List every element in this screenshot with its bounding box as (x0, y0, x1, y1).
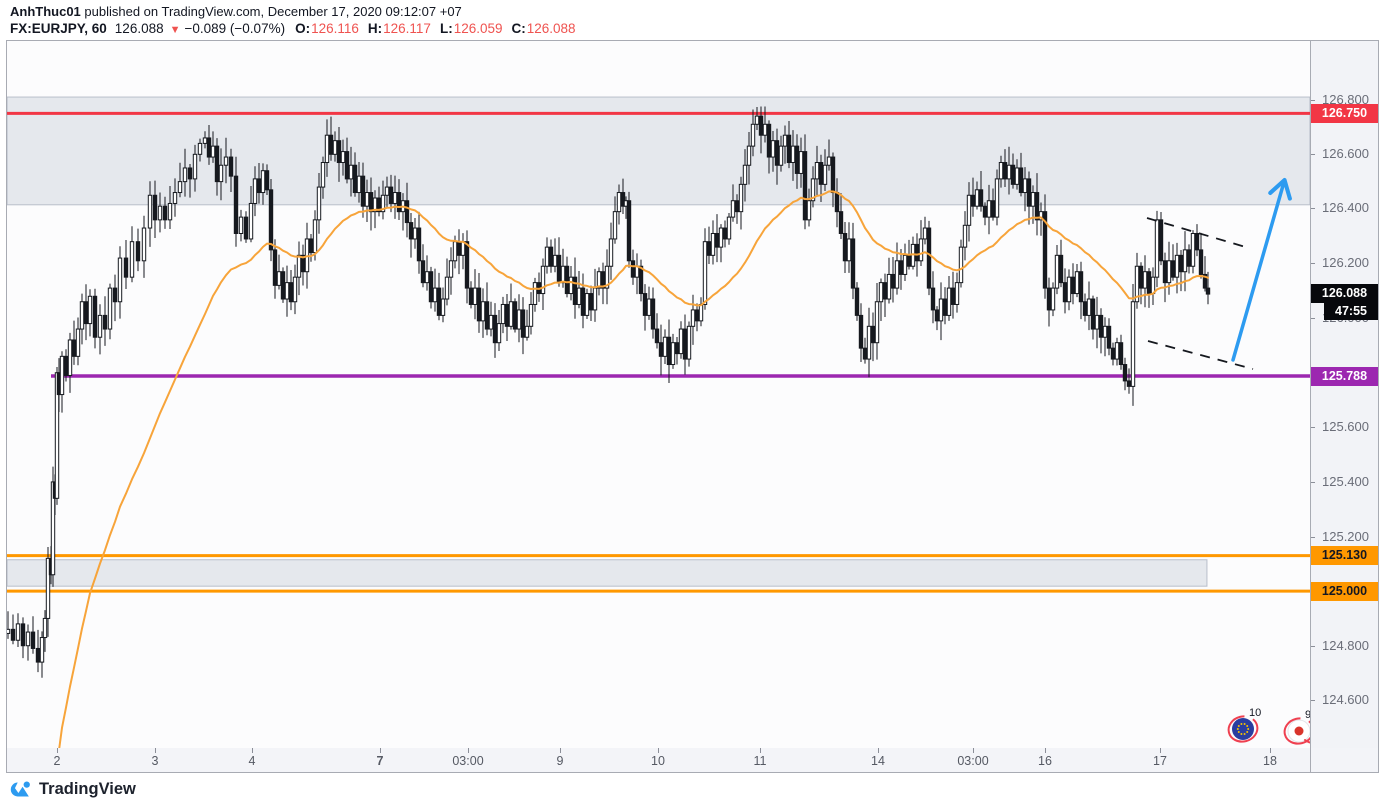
time-label-16: 16 (1038, 754, 1052, 768)
time-label-9: 9 (556, 754, 564, 768)
price-tick-125.600: 125.600 (1310, 419, 1379, 435)
high-value: 126.117 (383, 21, 431, 36)
price-badge-last-price-126.088: 126.088 (1311, 283, 1378, 303)
tick-mark (1310, 427, 1315, 428)
time-label-03:00: 03:00 (452, 754, 484, 768)
tick-label: 126.200 (1322, 255, 1369, 270)
time-label-3: 3 (151, 754, 159, 768)
open-label: O: (295, 21, 311, 36)
chart-surface[interactable] (7, 41, 1310, 748)
low-label: L: (439, 21, 453, 36)
chart-plot-area: 10 9 (7, 41, 1317, 810)
tick-label: 124.800 (1322, 638, 1369, 653)
author-name: AnhThuc01 (10, 4, 81, 19)
time-axis[interactable]: 2 3 4 7 03:00 9 10 11 14 03:00 16 17 18 (6, 748, 1379, 772)
time-tick-mark (560, 748, 561, 753)
price-tick-125.200: 125.200 (1310, 529, 1379, 545)
time-label-17: 17 (1153, 754, 1167, 768)
price-tick-126.200: 126.200 (1310, 255, 1379, 271)
reaction-japan-flag-button[interactable]: 9 (1282, 709, 1317, 747)
tick-label: 125.400 (1322, 474, 1369, 489)
time-tick-mark (468, 748, 469, 753)
price-change: −0.089 (−0.07%) (184, 21, 286, 36)
tradingview-brand-link[interactable]: TradingView (8, 777, 136, 802)
last-price: 126.088 (114, 21, 164, 36)
tick-mark (1310, 154, 1315, 155)
reaction-count: 10 (1249, 707, 1261, 719)
projection-arrow[interactable] (1231, 177, 1292, 362)
ema-line[interactable] (8, 190, 1209, 810)
high-label: H: (367, 21, 383, 36)
tick-mark (1310, 318, 1315, 319)
publish-info: AnhThuc01 published on TradingView.com, … (10, 4, 462, 19)
tick-label: 125.600 (1322, 419, 1369, 434)
time-tick-mark (1270, 748, 1271, 753)
tradingview-logo-icon (10, 781, 30, 797)
time-label-7: 7 (376, 754, 384, 768)
time-tick-mark (1160, 748, 1161, 753)
time-tick-mark (658, 748, 659, 753)
tick-mark (1310, 100, 1315, 101)
reaction-count: 9 (1305, 709, 1311, 721)
supply-zone-rectangle[interactable] (7, 96, 1310, 206)
red-scribble-circle (1227, 715, 1259, 743)
price-badge-level-125.130: 125.130 (1311, 545, 1378, 565)
time-tick-mark (973, 748, 974, 753)
tick-label: 126.800 (1322, 92, 1369, 107)
price-tick-124.800: 124.800 (1310, 638, 1379, 654)
price-tick-124.600: 124.600 (1310, 692, 1379, 708)
time-tick-mark (155, 748, 156, 753)
symbol-ohlc-row: FX:EURJPY, 60 126.088 ▼ −0.089 (−0.07%) O:12… (10, 21, 585, 36)
price-tick-126.600: 126.600 (1310, 146, 1379, 162)
tick-label: 124.600 (1322, 692, 1369, 707)
time-label-10: 10 (651, 754, 665, 768)
price-badge-level-125.000: 125.000 (1311, 581, 1378, 601)
tick-label: 126.400 (1322, 200, 1369, 215)
time-tick-mark (380, 748, 381, 753)
price-badge-level-125.788: 125.788 (1311, 366, 1378, 386)
symbol-title: FX:EURJPY, 60 (10, 21, 107, 36)
time-label-03:00: 03:00 (957, 754, 989, 768)
wedge-lower-dashed-trendline[interactable] (1147, 340, 1254, 370)
time-tick-mark (252, 748, 253, 753)
price-badge-level-126.750: 126.750 (1311, 103, 1378, 123)
tick-mark (1310, 263, 1315, 264)
candlesticks (7, 106, 1211, 678)
demand-zone-rectangle[interactable] (7, 559, 1208, 587)
tick-mark (1310, 208, 1315, 209)
time-label-11: 11 (753, 754, 767, 768)
reaction-eu-flag-button[interactable]: 10 (1226, 707, 1261, 745)
close-value: 126.088 (526, 21, 576, 36)
price-tick-126.400: 126.400 (1310, 200, 1379, 216)
tradingview-wordmark: TradingView (39, 780, 136, 798)
tick-label: 125.200 (1322, 529, 1369, 544)
tick-mark (1310, 482, 1315, 483)
price-axis[interactable]: 126.800126.600126.400126.200126.000125.6… (1310, 40, 1379, 748)
down-triangle-icon: ▼ (169, 24, 181, 36)
time-tick-mark (760, 748, 761, 753)
time-label-18: 18 (1263, 754, 1277, 768)
time-label-14: 14 (871, 754, 885, 768)
publish-text: published on TradingView.com, December 1… (80, 4, 462, 19)
tick-label: 126.600 (1322, 146, 1369, 161)
open-value: 126.116 (311, 21, 359, 36)
low-value: 126.059 (453, 21, 503, 36)
price-tick-125.400: 125.400 (1310, 474, 1379, 490)
time-tick-mark (57, 748, 58, 753)
tick-mark (1310, 537, 1315, 538)
price-badge-countdown-47:55: 47:55 (1324, 302, 1378, 320)
time-tick-mark (1045, 748, 1046, 753)
tick-mark (1310, 646, 1315, 647)
red-scribble-circle (1283, 717, 1310, 745)
price-tick-126.800: 126.800 (1310, 92, 1379, 108)
time-tick-mark (878, 748, 879, 753)
tick-mark (1310, 700, 1315, 701)
time-label-4: 4 (248, 754, 256, 768)
close-label: C: (511, 21, 526, 36)
time-label-2: 2 (53, 754, 61, 768)
